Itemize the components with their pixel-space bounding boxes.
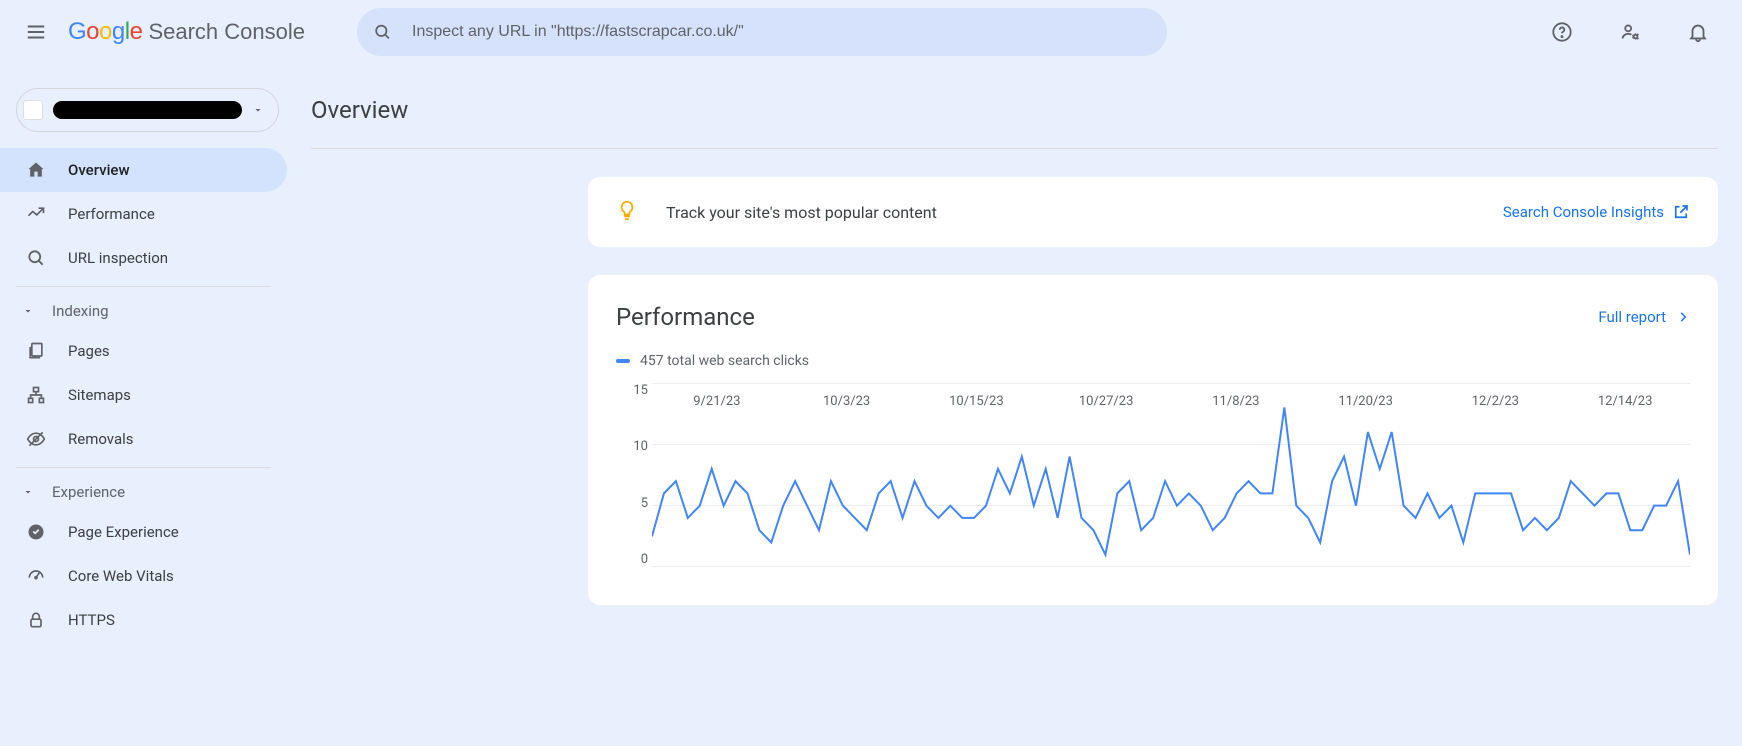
sidebar-item-label: Sitemaps [68,386,131,404]
pages-icon [26,341,46,361]
sidebar-item-core-web-vitals[interactable]: Core Web Vitals [0,554,287,598]
user-settings-button[interactable] [1606,8,1654,56]
insights-link[interactable]: Search Console Insights [1503,203,1690,221]
sidebar-item-label: Overview [68,161,130,179]
full-report-link[interactable]: Full report [1598,308,1690,326]
chevron-down-icon [252,104,264,116]
sidebar: Overview Performance URL inspection Indexin… [0,64,295,650]
external-link-icon [1672,203,1690,221]
notifications-button[interactable] [1674,8,1722,56]
chevron-right-icon [1676,310,1690,324]
hamburger-icon [25,21,47,43]
y-tick: 5 [616,496,648,511]
sidebar-section-label: Experience [52,483,125,501]
user-gear-icon [1619,21,1641,43]
sidebar-divider [16,286,271,287]
legend-swatch [616,359,630,363]
help-icon [1551,21,1573,43]
property-selector[interactable] [16,88,279,132]
chevron-down-icon [18,305,38,317]
sidebar-item-page-experience[interactable]: Page Experience [0,510,287,554]
sidebar-item-pages[interactable]: Pages [0,329,287,373]
performance-chart: 151050 9/21/2310/3/2310/15/2310/27/2311/… [616,383,1690,593]
sidebar-item-label: Page Experience [68,523,179,541]
chevron-down-icon [18,486,38,498]
performance-card: Performance Full report 457 total web se… [588,275,1718,605]
sidebar-item-overview[interactable]: Overview [0,148,287,192]
sidebar-section-indexing[interactable]: Indexing [0,293,287,329]
insights-text: Track your site's most popular content [666,203,1475,222]
performance-icon [26,204,46,224]
legend-label: 457 total web search clicks [640,353,809,369]
sidebar-item-url-inspection[interactable]: URL inspection [0,236,287,280]
logo[interactable]: Google Search Console [68,18,305,46]
sidebar-divider [16,467,271,468]
sidebar-item-label: Pages [68,342,110,360]
sidebar-item-https[interactable]: HTTPS [0,598,287,642]
sidebar-item-label: Performance [68,205,155,223]
sidebar-item-sitemaps[interactable]: Sitemaps [0,373,287,417]
sidebar-item-label: URL inspection [68,249,168,267]
overview-icon [26,160,46,180]
sidebar-item-label: HTTPS [68,611,115,629]
sidebar-section-label: Indexing [52,302,109,320]
header-actions [1538,8,1730,56]
https-icon [26,610,46,630]
help-button[interactable] [1538,8,1586,56]
insights-card: Track your site's most popular content S… [588,177,1718,247]
url-inspect-search[interactable] [357,8,1167,56]
core-web-vitals-icon [26,566,46,586]
sidebar-section-experience[interactable]: Experience [0,474,287,510]
search-icon [373,22,392,42]
search-input[interactable] [412,23,1151,41]
lightbulb-icon [616,199,638,225]
sitemaps-icon [26,385,46,405]
sidebar-item-label: Core Web Vitals [68,567,174,585]
y-tick: 15 [616,383,648,398]
y-tick: 0 [616,552,648,567]
performance-title: Performance [616,303,1598,331]
insights-link-label: Search Console Insights [1503,203,1664,221]
menu-button[interactable] [12,8,60,56]
property-name-redacted [53,101,242,119]
product-name: Search Console [148,19,305,45]
url-inspection-icon [26,248,46,268]
removals-icon [26,429,46,449]
sidebar-item-label: Removals [68,430,134,448]
clicks-line [652,408,1690,555]
bell-icon [1687,21,1709,43]
sidebar-item-removals[interactable]: Removals [0,417,287,461]
google-logo: Google [68,18,142,46]
favicon-icon [23,100,43,120]
page-title: Overview [311,64,1718,149]
chart-legend: 457 total web search clicks [616,353,1690,369]
full-report-label: Full report [1598,308,1666,326]
app-header: Google Search Console [0,0,1742,64]
sidebar-item-performance[interactable]: Performance [0,192,287,236]
y-tick: 10 [616,439,648,454]
main-content: Overview Track your site's most popular … [295,64,1742,650]
page-experience-icon [26,522,46,542]
